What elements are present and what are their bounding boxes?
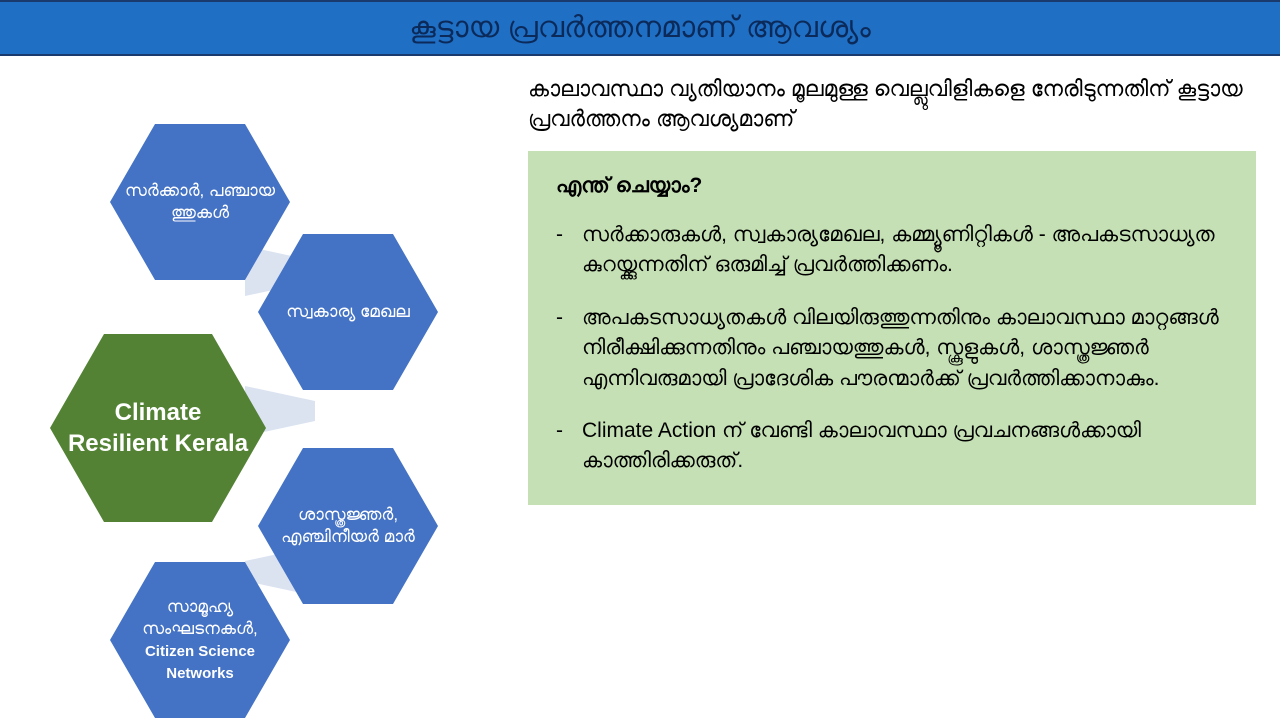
hex-center: Climate Resilient Kerala [50,334,266,522]
bullet-text: Climate Action ന് വേണ്ടി കാലാവസ്ഥാ പ്രവച… [582,416,1228,477]
hex-label: സർക്കാർ, പഞ്ചായ ത്തുകൾ [110,180,290,224]
hex-center-label: Climate Resilient Kerala [50,397,266,459]
dash-icon: - [556,416,582,477]
hex-community: സാമൂഹ്യ സംഘടനകൾ, Citizen Science Network… [110,562,290,718]
bullet-text: അപകടസാധ്യതകൾ വിലയിരുത്തുന്നതിനും കാലാവസ്… [582,303,1228,394]
bullet-1: - സർക്കാരുകൾ, സ്വകാര്യമേഖല, കമ്മ്യൂണിറ്റ… [556,220,1228,281]
bullet-text: സർക്കാരുകൾ, സ്വകാര്യമേഖല, കമ്മ്യൂണിറ്റിക… [582,220,1228,281]
page-title: കൂട്ടായ പ്രവർത്തനമാണ് ആവശ്യം [409,11,871,45]
content-area: Climate Resilient Kerala സർക്കാർ, പഞ്ചായ… [0,56,1280,720]
dash-icon: - [556,220,582,281]
title-bar: കൂട്ടായ പ്രവർത്തനമാണ് ആവശ്യം [0,0,1280,56]
bullet-3: - Climate Action ന് വേണ്ടി കാലാവസ്ഥാ പ്ര… [556,416,1228,477]
info-box: എന്ത് ചെയ്യാം? - സർക്കാരുകൾ, സ്വകാര്യമേഖ… [528,151,1256,505]
hex-label: സാമൂഹ്യ സംഘടനകൾ, Citizen Science Network… [110,596,290,684]
hex-label: സ്വകാര്യ മേഖല [272,301,424,323]
intro-text: കാലാവസ്ഥാ വ്യതിയാനം മൂലമുള്ള വെല്ലുവിളിക… [528,74,1256,133]
bullet-2: - അപകടസാധ്യതകൾ വിലയിരുത്തുന്നതിനും കാലാവ… [556,303,1228,394]
hex-bottom-line1: സാമൂഹ്യ സംഘടനകൾ, [142,597,258,638]
diagram-area: Climate Resilient Kerala സർക്കാർ, പഞ്ചായ… [0,56,520,720]
hex-bottom-line2: Citizen Science Networks [145,643,255,682]
dash-icon: - [556,303,582,394]
text-area: കാലാവസ്ഥാ വ്യതിയാനം മൂലമുള്ള വെല്ലുവിളിക… [520,56,1280,720]
info-heading: എന്ത് ചെയ്യാം? [556,171,1228,201]
hex-label: ശാസ്ത്രജ്ഞർ, എഞ്ചിനീയർ മാർ [258,504,438,548]
hex-private-sector: സ്വകാര്യ മേഖല [258,234,438,390]
